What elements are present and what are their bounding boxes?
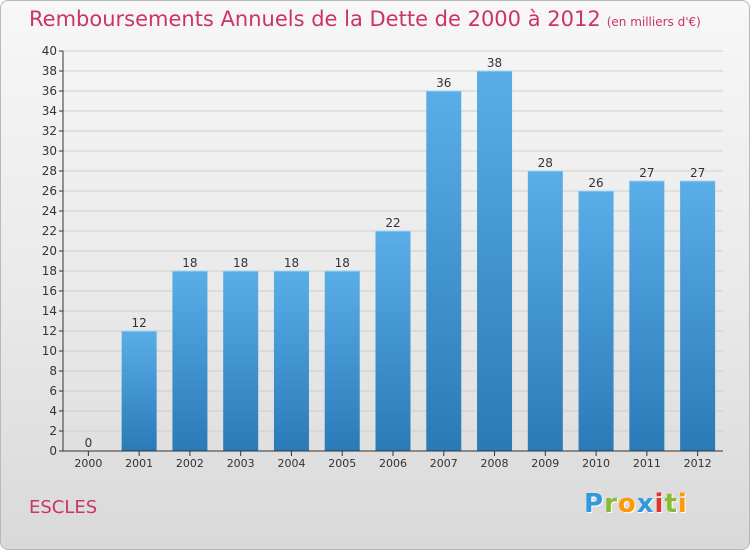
chart-title-text: Remboursements Annuels de la Dette de 20…	[29, 7, 601, 31]
data-label: 18	[182, 256, 197, 270]
y-tick-label: 10	[42, 344, 57, 358]
logo-letter: i	[654, 489, 665, 519]
x-tick-label: 2010	[582, 457, 610, 470]
x-tick-label: 2001	[125, 457, 153, 470]
y-tick-label: 26	[42, 184, 57, 198]
logo-letter: x	[636, 489, 655, 519]
data-label: 38	[487, 56, 502, 70]
y-tick-label: 24	[42, 204, 57, 218]
data-label: 27	[639, 166, 654, 180]
data-label: 27	[690, 166, 705, 180]
data-label: 18	[284, 256, 299, 270]
x-tick-label: 2005	[328, 457, 356, 470]
bar	[273, 271, 309, 451]
y-tick-label: 6	[49, 384, 57, 398]
logo-letter: P	[584, 489, 605, 519]
y-tick-label: 8	[49, 364, 57, 378]
x-tick-label: 2011	[633, 457, 661, 470]
bar	[527, 171, 563, 451]
y-tick-label: 30	[42, 144, 57, 158]
logo-letter: o	[617, 489, 637, 519]
data-label: 18	[233, 256, 248, 270]
y-tick-label: 18	[42, 264, 57, 278]
x-tick-label: 2004	[277, 457, 305, 470]
bar	[629, 181, 665, 451]
y-tick-label: 32	[42, 124, 57, 138]
x-tick-label: 2008	[481, 457, 509, 470]
chart-unit: (en milliers d'€)	[606, 15, 701, 29]
x-tick-label: 2007	[430, 457, 458, 470]
y-tick-label: 20	[42, 244, 57, 258]
data-label: 28	[538, 156, 553, 170]
proxiti-logo: Proxiti	[584, 489, 688, 519]
x-tick-label: 2003	[227, 457, 255, 470]
bar	[375, 231, 411, 451]
bar	[172, 271, 208, 451]
y-tick-label: 16	[42, 284, 57, 298]
x-tick-label: 2009	[531, 457, 559, 470]
bar	[680, 181, 716, 451]
data-label: 12	[132, 316, 147, 330]
logo-letter: i	[677, 489, 688, 519]
bar	[578, 191, 614, 451]
y-tick-label: 12	[42, 324, 57, 338]
data-label: 18	[335, 256, 350, 270]
bar	[223, 271, 259, 451]
bar	[324, 271, 360, 451]
y-tick-label: 36	[42, 84, 57, 98]
commune-name: ESCLES	[29, 497, 98, 518]
y-tick-label: 38	[42, 64, 57, 78]
x-tick-label: 2012	[684, 457, 712, 470]
logo-letter: r	[604, 489, 618, 519]
y-tick-label: 40	[42, 44, 57, 58]
bar	[121, 331, 157, 451]
y-tick-label: 28	[42, 164, 57, 178]
y-tick-label: 2	[49, 424, 57, 438]
bar	[426, 91, 462, 451]
data-label: 36	[436, 76, 451, 90]
bar	[477, 71, 513, 451]
data-label: 26	[588, 176, 603, 190]
y-tick-label: 4	[49, 404, 57, 418]
y-tick-label: 14	[42, 304, 57, 318]
y-tick-label: 0	[49, 444, 57, 458]
x-tick-label: 2006	[379, 457, 407, 470]
chart-title: Remboursements Annuels de la Dette de 20…	[29, 7, 701, 31]
x-tick-label: 2002	[176, 457, 204, 470]
data-label: 0	[85, 436, 93, 450]
x-tick-label: 2000	[74, 457, 102, 470]
logo-letter: t	[664, 489, 678, 519]
data-label: 22	[385, 216, 400, 230]
y-tick-label: 22	[42, 224, 57, 238]
y-tick-label: 34	[42, 104, 57, 118]
